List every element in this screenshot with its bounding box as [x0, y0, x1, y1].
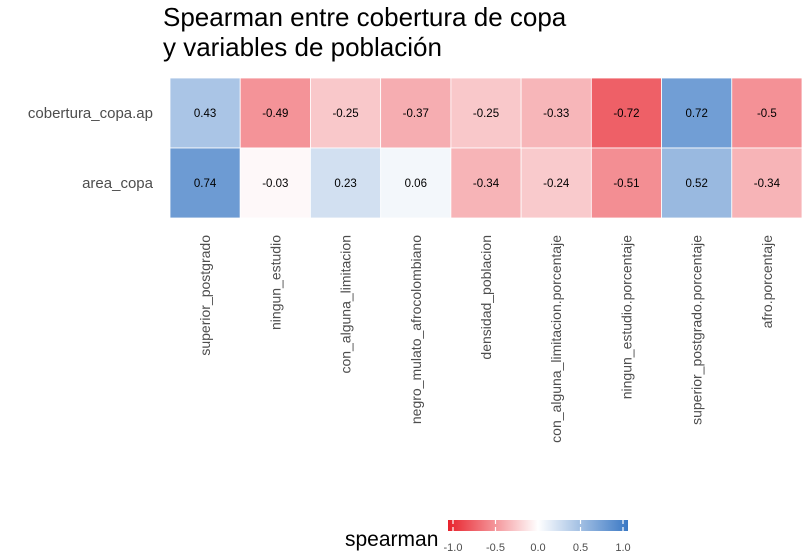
- legend-tick-label: 0.0: [530, 542, 545, 552]
- x-tick-label: superior_postgrado.porcentaje: [689, 235, 705, 425]
- cell-value-label: 0.72: [685, 108, 707, 120]
- cell-value-label: -0.33: [543, 108, 569, 120]
- heatmap-cell: [310, 147, 382, 219]
- heatmap-cell: [380, 147, 452, 219]
- legend-colorbar: [448, 520, 628, 531]
- legend-tick-label: -0.5: [486, 542, 505, 552]
- y-tick-label: area_copa: [82, 175, 154, 192]
- heatmap-cell: [520, 77, 592, 149]
- cell-value-label: 0.06: [405, 178, 427, 190]
- heatmap-cells: 0.43 -0.49 -0.25 -0.37 -0.25 -0.33 -0.72 0.72 -0…: [169, 77, 803, 219]
- legend-ticks: -1.0 -0.5 0.0 0.5 1.0: [444, 520, 631, 552]
- x-tick-label: con_alguna_limitacion: [338, 235, 354, 374]
- legend: spearman -1.0 -0.5 0.0 0.5 1.0: [345, 520, 631, 552]
- cell-value-label: -0.34: [473, 178, 500, 190]
- heatmap-cell: [590, 147, 662, 219]
- cell-value-label: 0.23: [334, 178, 356, 190]
- cell-value-label: 0.43: [194, 108, 216, 120]
- heatmap-cell: [169, 147, 241, 219]
- legend-tick-label: -1.0: [444, 542, 463, 552]
- cell-value-label: -0.72: [613, 108, 639, 120]
- y-tick-label: cobertura_copa.ap: [28, 105, 153, 122]
- cell-value-label: -0.25: [473, 108, 499, 120]
- cell-value-label: -0.51: [613, 178, 639, 190]
- cell-value-label: -0.37: [403, 108, 429, 120]
- heatmap-cell: [310, 77, 382, 149]
- cell-value-label: -0.24: [543, 178, 570, 190]
- y-axis-labels: cobertura_copa.ap area_copa: [28, 105, 154, 192]
- cell-value-label: -0.5: [757, 108, 777, 120]
- legend-title: spearman: [345, 528, 438, 551]
- cell-value-label: 0.74: [194, 178, 217, 190]
- chart-title: Spearman entre cobertura de copa y varia…: [163, 2, 567, 62]
- x-tick-label: ningun_estudio: [267, 235, 283, 330]
- heatmap-cell: [380, 77, 452, 149]
- heatmap-cell: [661, 77, 733, 149]
- legend-tick-label: 0.5: [573, 542, 588, 552]
- heatmap-cell: [590, 77, 662, 149]
- heatmap-cell: [520, 147, 592, 219]
- x-tick-label: densidad_poblacion: [478, 235, 494, 360]
- heatmap-cell: [450, 147, 522, 219]
- heatmap-cell: [731, 77, 803, 149]
- heatmap-cell: [239, 77, 311, 149]
- cell-value-label: -0.34: [754, 178, 781, 190]
- legend-tick-label: 1.0: [615, 542, 630, 552]
- x-axis-labels: superior_postgrado ningun_estudio con_algu…: [197, 235, 775, 443]
- cell-value-label: 0.52: [685, 178, 707, 190]
- heatmap-cell: [731, 147, 803, 219]
- cell-value-label: -0.49: [262, 108, 288, 120]
- cell-value-label: -0.25: [332, 108, 358, 120]
- x-tick-label: con_alguna_limitacion.porcentaje: [548, 235, 564, 443]
- cell-value-label: -0.03: [262, 178, 288, 190]
- x-tick-label: afro.porcentaje: [759, 235, 775, 329]
- x-tick-label: ningun_estudio.porcentaje: [618, 235, 634, 399]
- x-tick-label: superior_postgrado: [197, 235, 213, 356]
- x-tick-label: negro_mulato_afrocolombiano: [408, 235, 424, 424]
- heatmap-cell: [450, 77, 522, 149]
